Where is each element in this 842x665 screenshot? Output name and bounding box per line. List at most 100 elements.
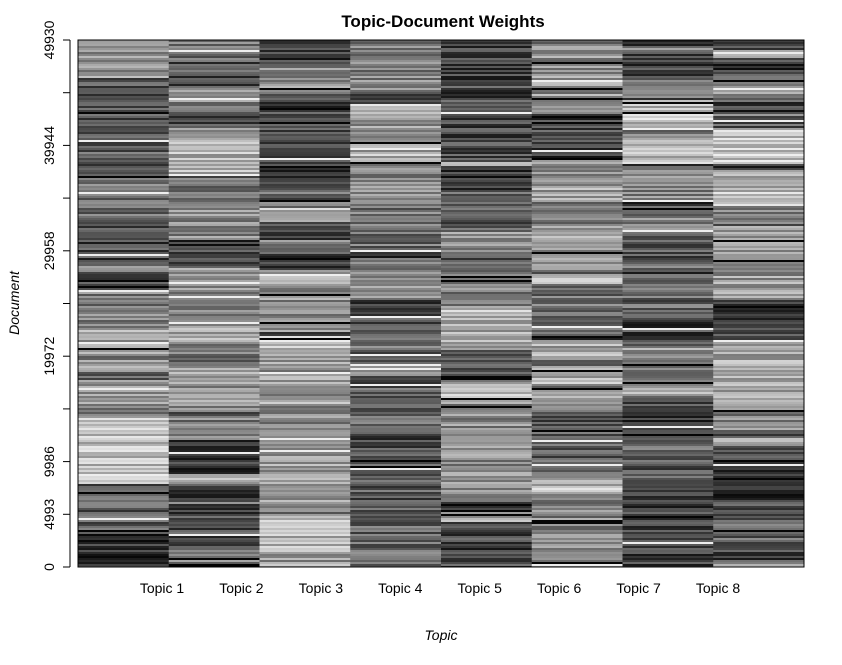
heatmap-cell <box>531 522 623 525</box>
heatmap-cell <box>259 366 351 369</box>
heatmap-cell <box>350 52 442 55</box>
heatmap-cell <box>531 142 623 145</box>
heatmap-cell <box>441 434 533 437</box>
heatmap-cell <box>441 148 533 151</box>
heatmap-cell <box>531 280 623 283</box>
heatmap-cell <box>259 424 351 427</box>
heatmap-cell <box>350 220 442 223</box>
heatmap-cell <box>531 274 623 277</box>
heatmap-cell <box>622 294 714 297</box>
heatmap-cell <box>350 120 442 123</box>
heatmap-cell <box>259 548 351 551</box>
heatmap-cell <box>531 502 623 505</box>
heatmap-cell <box>350 130 442 133</box>
heatmap-cell <box>350 310 442 313</box>
heatmap-cell <box>168 82 260 85</box>
heatmap-cell <box>350 468 442 471</box>
heatmap-cell <box>531 396 623 399</box>
heatmap-cell <box>259 248 351 251</box>
heatmap-cell <box>350 76 442 79</box>
heatmap-cell <box>78 346 170 349</box>
heatmap-cell <box>259 446 351 449</box>
heatmap-cell <box>441 86 533 89</box>
heatmap-cell <box>259 472 351 475</box>
heatmap-area <box>78 40 805 568</box>
heatmap-cell <box>350 372 442 375</box>
heatmap-cell <box>78 188 170 191</box>
heatmap-cell <box>168 470 260 473</box>
heatmap-cell <box>441 84 533 87</box>
heatmap-cell <box>78 438 170 441</box>
heatmap-cell <box>622 422 714 425</box>
x-tick-label: Topic 6 <box>537 580 582 596</box>
heatmap-cell <box>168 310 260 313</box>
heatmap-cell <box>168 74 260 77</box>
heatmap-cell <box>259 412 351 415</box>
heatmap-cell <box>441 460 533 463</box>
heatmap-cell <box>78 330 170 333</box>
heatmap-cell <box>259 454 351 457</box>
heatmap-cell <box>78 418 170 421</box>
heatmap-cell <box>531 362 623 365</box>
heatmap-cell <box>622 274 714 277</box>
heatmap-cell <box>441 250 533 253</box>
heatmap-cell <box>350 536 442 539</box>
heatmap-cell <box>168 124 260 127</box>
heatmap-cell <box>350 552 442 555</box>
heatmap-cell <box>78 40 170 43</box>
heatmap-cell <box>350 338 442 341</box>
heatmap-cell <box>441 60 533 63</box>
heatmap-cell <box>713 242 805 245</box>
heatmap-cell <box>441 262 533 265</box>
heatmap-cell <box>78 52 170 55</box>
heatmap-cell <box>350 250 442 253</box>
plot-frame <box>77 39 805 568</box>
heatmap-cell <box>622 54 714 57</box>
heatmap-cell <box>259 448 351 451</box>
heatmap-cell <box>713 522 805 525</box>
heatmap-cell <box>78 102 170 105</box>
heatmap-cell <box>168 170 260 173</box>
heatmap-cell <box>622 220 714 223</box>
heatmap-cell <box>622 348 714 351</box>
heatmap-cell <box>622 250 714 253</box>
heatmap-cell <box>350 246 442 249</box>
heatmap-cell <box>168 530 260 533</box>
heatmap-cell <box>350 342 442 345</box>
heatmap-cell <box>713 262 805 265</box>
heatmap-cell <box>350 432 442 435</box>
heatmap-cell <box>531 176 623 179</box>
heatmap-cell <box>259 562 351 565</box>
heatmap-cell <box>531 64 623 67</box>
heatmap-cell <box>350 68 442 71</box>
heatmap-cell <box>259 312 351 315</box>
heatmap-cell <box>441 540 533 543</box>
heatmap-cell <box>78 414 170 417</box>
heatmap-cell <box>259 380 351 383</box>
heatmap-cell <box>168 440 260 443</box>
heatmap-cell <box>350 106 442 109</box>
heatmap-cell <box>441 200 533 203</box>
heatmap-cell <box>259 94 351 97</box>
heatmap-cell <box>713 240 805 243</box>
heatmap-cell <box>441 480 533 483</box>
heatmap-cell <box>350 396 442 399</box>
heatmap-cell <box>531 114 623 117</box>
heatmap-cell <box>622 398 714 401</box>
heatmap-cell <box>441 398 533 401</box>
heatmap-cell <box>622 300 714 303</box>
heatmap-cell <box>441 216 533 219</box>
heatmap-cell <box>78 388 170 391</box>
heatmap-cell <box>259 490 351 493</box>
heatmap-cell <box>168 336 260 339</box>
heatmap-cell <box>713 540 805 543</box>
heatmap-cell <box>531 74 623 77</box>
heatmap-cell <box>622 452 714 455</box>
heatmap-cell <box>713 492 805 495</box>
heatmap-cell <box>168 500 260 503</box>
heatmap-cell <box>350 426 442 429</box>
heatmap-cell <box>713 228 805 231</box>
y-tick-label: 0 <box>41 563 57 571</box>
heatmap-cell <box>78 454 170 457</box>
heatmap-cell <box>168 442 260 445</box>
